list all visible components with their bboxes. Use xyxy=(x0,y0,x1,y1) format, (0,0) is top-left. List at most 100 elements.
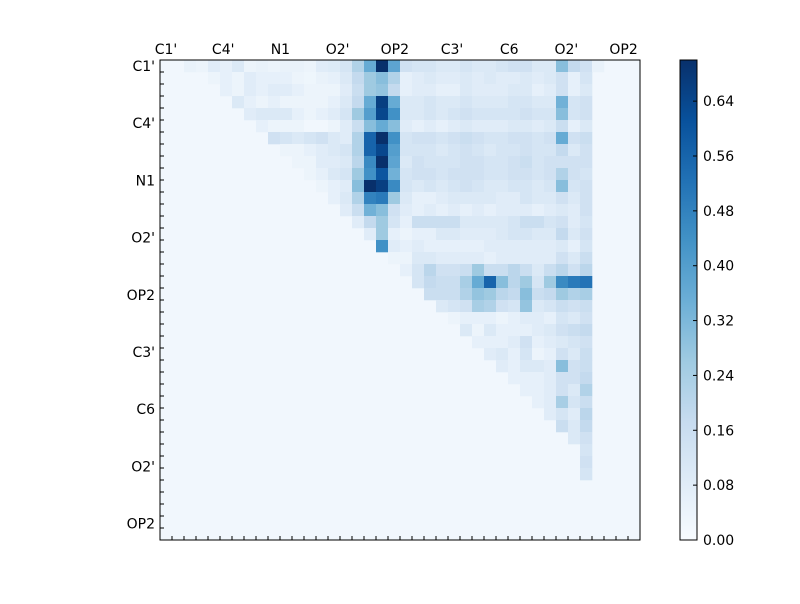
heatmap-cell xyxy=(484,180,497,193)
heatmap-cell xyxy=(340,144,353,157)
heatmap-cell xyxy=(292,156,305,169)
heatmap-cell xyxy=(556,360,569,373)
heatmap-cell xyxy=(412,120,425,133)
heatmap-cell xyxy=(544,192,557,205)
heatmap-cell xyxy=(364,120,377,133)
heatmap-cell xyxy=(376,144,389,157)
heatmap-cell xyxy=(472,204,485,217)
heatmap-cell xyxy=(568,156,581,169)
heatmap-cell xyxy=(424,192,437,205)
x-tick-label: C1' xyxy=(155,42,178,58)
y-tick-label: OP2 xyxy=(127,517,155,533)
heatmap-cell xyxy=(472,132,485,145)
heatmap-cell xyxy=(520,132,533,145)
heatmap-cell xyxy=(268,132,281,145)
heatmap-cell xyxy=(424,120,437,133)
heatmap-cell xyxy=(436,204,449,217)
heatmap-cell xyxy=(544,156,557,169)
heatmap-cell xyxy=(472,180,485,193)
y-tick-label: N1 xyxy=(136,173,155,189)
heatmap-cell xyxy=(412,60,425,73)
colorbar-tick-label: 0.00 xyxy=(703,533,734,549)
heatmap-cell xyxy=(448,240,461,253)
heatmap-cell xyxy=(532,252,545,265)
heatmap-cell xyxy=(352,84,365,97)
heatmap-cell xyxy=(580,84,593,97)
heatmap-cell xyxy=(508,204,521,217)
heatmap-cell xyxy=(364,192,377,205)
heatmap-cell xyxy=(484,132,497,145)
heatmap-cell xyxy=(436,156,449,169)
heatmap-cell xyxy=(460,228,473,241)
heatmap-cell xyxy=(580,336,593,349)
heatmap-cell xyxy=(544,384,557,397)
heatmap-cell xyxy=(532,72,545,85)
heatmap-cell xyxy=(544,372,557,385)
heatmap-cell xyxy=(400,156,413,169)
heatmap-cell xyxy=(508,372,521,385)
heatmap-cell xyxy=(556,288,569,301)
heatmap-cell xyxy=(580,180,593,193)
heatmap-cell xyxy=(484,264,497,277)
heatmap-cell xyxy=(448,300,461,313)
heatmap-cell xyxy=(568,96,581,109)
heatmap-cell xyxy=(328,180,341,193)
heatmap-cell xyxy=(484,252,497,265)
heatmap-cell xyxy=(352,120,365,133)
heatmap-cell xyxy=(448,192,461,205)
heatmap-cell xyxy=(568,360,581,373)
heatmap-cell xyxy=(340,168,353,181)
heatmap-cell xyxy=(508,252,521,265)
heatmap-cell xyxy=(484,168,497,181)
heatmap-cell xyxy=(376,132,389,145)
heatmap-cell xyxy=(544,84,557,97)
heatmap-cell xyxy=(436,96,449,109)
heatmap-cell xyxy=(508,120,521,133)
heatmap-cell xyxy=(520,228,533,241)
heatmap-cell xyxy=(448,144,461,157)
x-tick-label: N1 xyxy=(271,42,290,58)
colorbar-tick-label: 0.32 xyxy=(703,314,734,330)
heatmap-cell xyxy=(376,240,389,253)
heatmap-cell xyxy=(532,312,545,325)
heatmap-cell xyxy=(232,72,245,85)
heatmap-cell xyxy=(556,312,569,325)
heatmap-cell xyxy=(196,60,209,73)
heatmap-cell xyxy=(448,312,461,325)
colorbar-tick-label: 0.24 xyxy=(703,368,734,384)
heatmap-cell xyxy=(532,348,545,361)
colorbar-tick-label: 0.64 xyxy=(703,94,734,110)
heatmap-cell xyxy=(472,324,485,337)
heatmap-cell xyxy=(508,60,521,73)
heatmap-cell xyxy=(352,108,365,121)
heatmap-cell xyxy=(496,72,509,85)
heatmap-cell xyxy=(364,180,377,193)
heatmap-cell xyxy=(484,120,497,133)
heatmap-cell xyxy=(556,120,569,133)
heatmap-cell xyxy=(340,156,353,169)
heatmap-cell xyxy=(544,108,557,121)
heatmap-cell xyxy=(568,120,581,133)
heatmap-cell xyxy=(484,204,497,217)
heatmap-cell xyxy=(508,276,521,289)
heatmap-cell xyxy=(316,180,329,193)
heatmap-cell xyxy=(496,264,509,277)
x-tick-label: C3' xyxy=(441,42,464,58)
heatmap-cell xyxy=(304,132,317,145)
heatmap-cell xyxy=(580,228,593,241)
heatmap-cell xyxy=(580,168,593,181)
heatmap-cell xyxy=(256,96,269,109)
heatmap-cell xyxy=(544,180,557,193)
heatmap-cell xyxy=(340,84,353,97)
heatmap-cell xyxy=(376,204,389,217)
heatmap-cell xyxy=(328,156,341,169)
heatmap-cell xyxy=(520,384,533,397)
heatmap-cell xyxy=(496,168,509,181)
heatmap-cell xyxy=(268,84,281,97)
heatmap-cell xyxy=(580,324,593,337)
heatmap-cell xyxy=(544,252,557,265)
heatmap-cell xyxy=(472,108,485,121)
heatmap-cell xyxy=(400,240,413,253)
heatmap-cell xyxy=(436,228,449,241)
heatmap-cell xyxy=(412,204,425,217)
